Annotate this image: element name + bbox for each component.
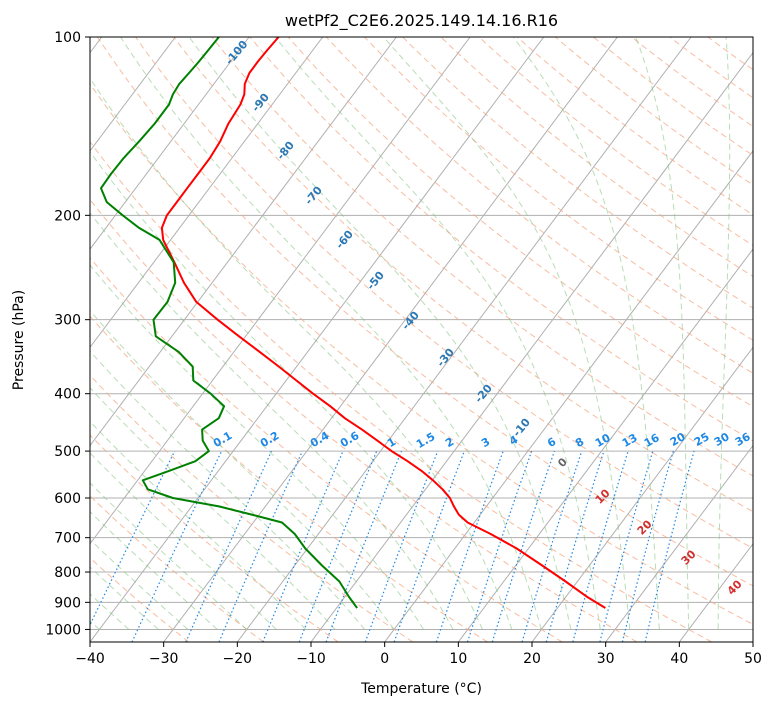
x-tick-label: −10 (296, 651, 326, 667)
y-tick-label: 400 (54, 387, 81, 403)
x-tick-label: 20 (523, 651, 541, 667)
dry-adiabat-line (364, 37, 753, 341)
dry-adiabat-line (90, 257, 563, 642)
plot-grid (90, 37, 753, 642)
moist-adiabat-line (274, 37, 601, 630)
dry-adiabat-line (516, 37, 753, 216)
dry-adiabat-line (440, 37, 753, 278)
x-axis-label: Temperature (°C) (360, 681, 482, 697)
mixing-ratio-line (435, 450, 504, 642)
moist-adiabat-line (90, 510, 218, 630)
mixing-ratio-line (621, 450, 674, 642)
x-tick-label: 0 (380, 651, 389, 667)
y-tick-label: 300 (54, 313, 81, 329)
mixing-ratio-line (491, 450, 555, 642)
isotherm-line (384, 150, 753, 642)
moist-adiabat-line (90, 350, 365, 630)
isotherm-line (310, 51, 753, 642)
dry-adiabat-line (90, 374, 414, 642)
y-tick-label: 1000 (45, 622, 81, 638)
x-tick-label: 30 (597, 651, 615, 667)
mixing-ratio-line (185, 450, 273, 642)
moist-adiabat-line (90, 77, 513, 630)
moist-adiabat-line (512, 37, 660, 630)
dry-adiabat-line (90, 198, 638, 642)
dry-adiabat-line (249, 37, 753, 442)
isotherm-line (90, 37, 324, 349)
mixing-ratio-line (572, 450, 629, 642)
y-axis-label: Pressure (hPa) (11, 290, 27, 390)
moist-adiabat-line (90, 309, 395, 630)
dry-adiabat-line (90, 495, 264, 642)
moist-adiabat-line (188, 37, 572, 630)
isotherm-line (605, 444, 753, 642)
isotherm-line (90, 37, 250, 250)
isotherm-line (531, 346, 753, 642)
y-tick-label: 100 (54, 30, 81, 46)
mixing-ratio-line (262, 450, 344, 642)
dry-adiabat-line (90, 83, 753, 625)
dry-adiabat-line (402, 37, 753, 309)
x-tick-label: 40 (670, 651, 688, 667)
chart-title: wetPf2_C2E6.2025.149.14.16.R16 (285, 11, 558, 31)
x-tick-label: 50 (744, 651, 762, 667)
dry-adiabat-line (135, 37, 753, 550)
moist-adiabat-line (119, 37, 542, 630)
y-tick-label: 700 (54, 531, 81, 547)
moist-adiabat-line (90, 264, 424, 630)
moist-adiabat-line (90, 420, 307, 630)
dry-adiabat-line (287, 37, 753, 408)
axes: −40 −30 −20 −10 0 10 20 30 40 50 100 200 300 400 500 60… (45, 30, 762, 667)
moist-adiabat-line (90, 538, 189, 630)
y-tick-label: 600 (54, 491, 81, 507)
x-tick-label: −20 (223, 651, 253, 667)
mixing-ratio-line (644, 450, 695, 642)
mixing-ratio-line (521, 450, 583, 642)
y-tick-label: 200 (54, 208, 81, 224)
isotherm-line (236, 37, 692, 642)
dewpoint-line (100, 37, 358, 609)
mixing-ratio-line (466, 450, 533, 642)
temperature-line (160, 37, 606, 609)
dry-adiabat-line (90, 141, 712, 642)
moist-adiabat-line (90, 482, 248, 630)
plot-frame (89, 36, 754, 643)
moist-adiabat-line (717, 37, 731, 630)
moist-adiabat-line (90, 212, 454, 630)
mixing-ratio-line (218, 450, 303, 642)
moist-adiabat-line (635, 37, 690, 630)
moist-adiabat-line (90, 150, 483, 630)
mixing-ratio-line (131, 450, 223, 642)
y-tick-label: 900 (54, 595, 81, 611)
y-tick-label: 800 (54, 565, 81, 581)
mixing-ratio-line (545, 450, 605, 642)
dry-adiabat-line (96, 37, 753, 587)
isotherm-line (90, 37, 397, 447)
isotherm-line (90, 37, 176, 152)
moist-adiabat-line (90, 387, 336, 630)
mixing-ratio-line (599, 450, 654, 642)
isotherm-line (90, 37, 545, 642)
dry-adiabat-line (478, 37, 753, 247)
moist-adiabat-line (90, 566, 159, 630)
dry-adiabat-line (173, 37, 753, 513)
y-tick-label: 500 (54, 444, 81, 460)
dry-adiabat-line (325, 37, 753, 374)
x-tick-label: −30 (149, 651, 179, 667)
moist-adiabat-line (382, 37, 631, 630)
isotherm-line (163, 37, 618, 642)
dry-adiabat-line (90, 315, 488, 642)
sounding-series (100, 37, 606, 609)
isotherm-line (457, 248, 753, 642)
x-tick-label: 10 (449, 651, 467, 667)
moist-adiabat-line (90, 452, 277, 630)
mixing-ratio-line (90, 450, 176, 627)
mixing-ratio-line (393, 450, 465, 642)
x-tick-label: −40 (75, 651, 105, 667)
